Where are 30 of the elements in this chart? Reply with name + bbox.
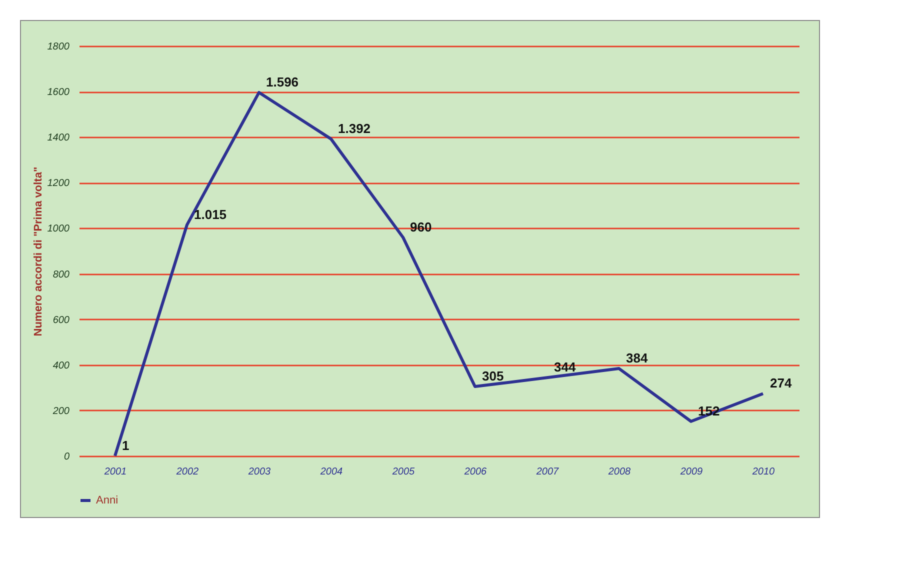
- y-tick-label: 1400: [47, 132, 70, 144]
- y-axis-title: Numero accordi di "Prima volta": [32, 166, 44, 336]
- y-tick-label: 400: [52, 360, 70, 372]
- data-label: 305: [482, 368, 504, 384]
- x-tick-label: 2006: [463, 466, 488, 478]
- data-label: 384: [626, 350, 648, 366]
- y-tick-label: 200: [52, 406, 70, 417]
- x-tick-label: 2008: [607, 466, 632, 478]
- data-label: 1.596: [266, 74, 299, 90]
- x-tick-label: 2010: [751, 466, 776, 478]
- data-label: 1.392: [338, 120, 371, 136]
- y-tick-label: 0: [64, 452, 70, 462]
- y-tick-label: 800: [52, 269, 70, 280]
- x-tick-label: 2004: [319, 466, 344, 478]
- y-tick-label: 600: [52, 314, 70, 326]
- line-series: [114, 90, 764, 458]
- data-label: 274: [770, 376, 792, 391]
- legend-label: Anni: [96, 494, 118, 506]
- x-tick-label: 2005: [391, 466, 416, 478]
- y-tick-label: 1800: [47, 42, 70, 52]
- data-label: 1.015: [194, 206, 227, 222]
- y-tick-label: 1600: [47, 87, 70, 98]
- x-tick-label: 2007: [535, 466, 560, 478]
- x-tick-label: 2002: [175, 466, 200, 478]
- x-tick-label: 2003: [247, 466, 272, 478]
- y-tick-label: 1200: [47, 178, 70, 190]
- y-tick-label: 1000: [47, 224, 70, 235]
- data-label: 1: [122, 438, 130, 453]
- x-tick-label: 2001: [103, 466, 127, 478]
- x-tick-label: 2009: [679, 466, 704, 478]
